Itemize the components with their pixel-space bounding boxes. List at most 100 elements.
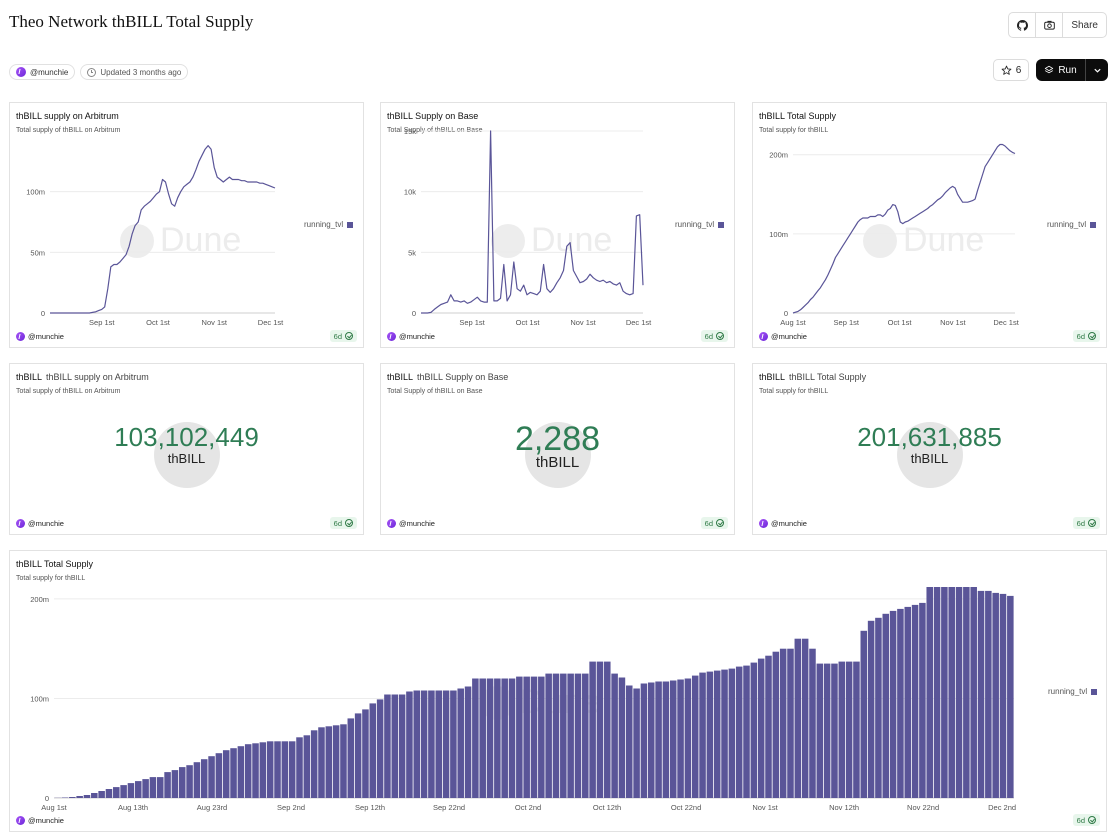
bar (750, 662, 758, 798)
y-tick-label: 100m (26, 188, 45, 197)
freshness-text: 6d (333, 331, 342, 341)
bar (611, 673, 618, 798)
chart-legend[interactable]: running_tvl (1048, 687, 1098, 696)
bar (508, 678, 516, 798)
clock-icon (87, 67, 97, 77)
bar (127, 783, 135, 798)
counter-unit: thBILL (167, 451, 206, 466)
y-tick-label: 0 (45, 794, 49, 803)
visualization-name: thBILL supply on Arbitrum (46, 372, 149, 382)
panel-title: thBILL Supply on Base (387, 111, 479, 121)
bar (765, 655, 772, 798)
bar (215, 753, 223, 798)
github-button[interactable] (1009, 13, 1037, 37)
bar (76, 796, 83, 798)
counter-unit: thBILL (910, 451, 949, 466)
avatar (759, 332, 768, 341)
x-tick-label: Oct 22nd (671, 803, 701, 812)
panel-subtitle: Total supply of thBILL on Arbitrum (16, 127, 121, 134)
bar (362, 709, 369, 798)
x-tick-label: Nov 12th (829, 803, 859, 812)
bar (838, 661, 846, 798)
bar (919, 602, 926, 798)
panel-author[interactable]: @munchie (387, 519, 435, 528)
bar (875, 617, 882, 798)
bar (772, 651, 780, 798)
star-button[interactable]: 6 (993, 59, 1029, 81)
bar (779, 648, 787, 798)
page-title: Theo Network thBILL Total Supply (9, 12, 254, 31)
y-tick-label: 0 (41, 309, 45, 318)
bar (325, 726, 333, 798)
bar (420, 690, 428, 798)
share-button[interactable]: Share (1071, 19, 1098, 31)
bar (442, 690, 450, 798)
bar (149, 777, 157, 798)
panel-author-name: @munchie (399, 519, 435, 528)
base-supply-counter-panel[interactable]: thBILL thBILL Supply on Base Total Supply… (380, 363, 735, 535)
panel-author[interactable]: @munchie (16, 816, 64, 825)
base-supply-chart-panel[interactable]: thBILL Supply on Base Total Supply of th… (380, 102, 735, 348)
x-tick-label: Nov 1st (570, 318, 596, 327)
bar (157, 777, 164, 798)
bar (669, 680, 677, 798)
x-tick-label: Dec 2nd (988, 803, 1016, 812)
updated-text: Updated 3 months ago (100, 67, 182, 77)
total-supply-chart-panel[interactable]: thBILL Total Supply Total supply for thB… (752, 102, 1107, 348)
bar (113, 787, 120, 798)
author-chip[interactable]: @munchie (9, 64, 76, 80)
bar (450, 690, 457, 798)
counter-value: 2,288 (514, 420, 601, 458)
bar (831, 663, 838, 798)
layers-icon (1045, 65, 1054, 74)
bar (340, 724, 347, 798)
panel-title: thBILL Total Supply (16, 559, 94, 569)
total-supply-bar-panel[interactable]: thBILL Total Supply Total supply for thB… (9, 550, 1107, 832)
x-tick-label: Sep 12th (355, 803, 385, 812)
total-supply-counter-panel[interactable]: thBILL thBILL Total Supply Total supply f… (752, 363, 1107, 535)
check-icon (716, 519, 724, 527)
freshness-badge: 6d (1072, 814, 1100, 826)
counter: 103,102,449 thBILL (10, 422, 363, 488)
screenshot-button[interactable] (1036, 13, 1064, 37)
author-name: @munchie (30, 67, 69, 77)
run-button[interactable]: Run (1036, 59, 1086, 81)
chart-legend[interactable]: running_tvl (675, 220, 725, 229)
bar (472, 678, 479, 798)
bar (310, 730, 318, 798)
run-label: Run (1058, 64, 1077, 76)
chart-legend[interactable]: running_tvl (304, 220, 354, 229)
arbitrum-supply-counter-panel[interactable]: thBILL thBILL supply on Arbitrum Total su… (9, 363, 364, 535)
bar (948, 587, 955, 798)
avatar (16, 519, 25, 528)
y-tick-label: 0 (412, 309, 416, 318)
bar (91, 793, 98, 798)
x-tick-label: Aug 1st (780, 318, 806, 327)
query-name: thBILL (759, 372, 786, 382)
panel-author[interactable]: @munchie (759, 519, 807, 528)
panel-subtitle: Total supply of thBILL on Arbitrum (16, 388, 121, 395)
y-tick-label: 5k (408, 248, 416, 257)
panel-author[interactable]: @munchie (16, 519, 64, 528)
bar (655, 681, 662, 798)
chevron-down-icon (1093, 68, 1101, 73)
run-options-button[interactable] (1086, 59, 1108, 81)
x-tick-label: Dec 1st (258, 318, 284, 327)
bar (222, 750, 230, 798)
bar (889, 610, 897, 798)
bar (985, 590, 992, 798)
panel-title: thBILL Total Supply (759, 111, 837, 121)
y-tick-label: 100m (769, 230, 788, 239)
freshness-text: 6d (1076, 331, 1085, 341)
chart-legend[interactable]: running_tvl (1047, 220, 1097, 229)
panel-author[interactable]: @munchie (759, 332, 807, 341)
panel-author[interactable]: @munchie (16, 332, 64, 341)
panel-author-name: @munchie (771, 332, 807, 341)
bar (970, 587, 977, 798)
arbitrum-supply-chart-panel[interactable]: thBILL supply on Arbitrum Total supply o… (9, 102, 364, 348)
avatar (16, 67, 26, 77)
bar (743, 665, 750, 798)
panel-author[interactable]: @munchie (387, 332, 435, 341)
bar (406, 691, 413, 798)
freshness-text: 6d (333, 518, 342, 528)
